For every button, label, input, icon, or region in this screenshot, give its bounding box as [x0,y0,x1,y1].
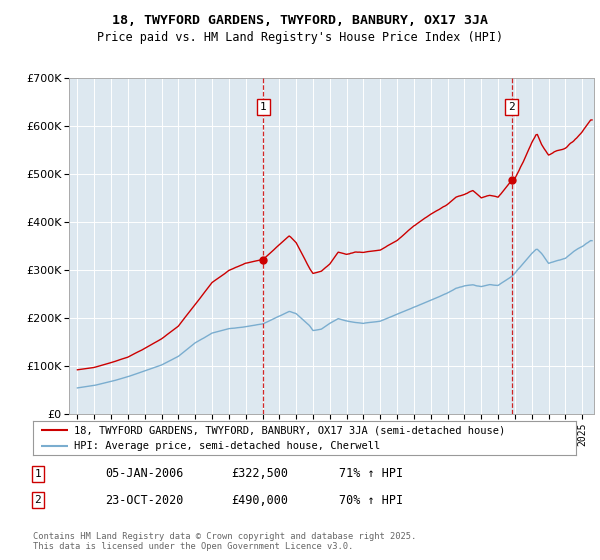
Text: 05-JAN-2006: 05-JAN-2006 [105,467,184,480]
Text: 18, TWYFORD GARDENS, TWYFORD, BANBURY, OX17 3JA: 18, TWYFORD GARDENS, TWYFORD, BANBURY, O… [112,14,488,27]
Text: Price paid vs. HM Land Registry's House Price Index (HPI): Price paid vs. HM Land Registry's House … [97,31,503,44]
Text: 70% ↑ HPI: 70% ↑ HPI [339,493,403,507]
Text: 2: 2 [34,495,41,505]
Text: £490,000: £490,000 [231,493,288,507]
Text: 18, TWYFORD GARDENS, TWYFORD, BANBURY, OX17 3JA (semi-detached house): 18, TWYFORD GARDENS, TWYFORD, BANBURY, O… [74,425,505,435]
Text: £322,500: £322,500 [231,467,288,480]
Text: HPI: Average price, semi-detached house, Cherwell: HPI: Average price, semi-detached house,… [74,441,380,451]
Text: Contains HM Land Registry data © Crown copyright and database right 2025.
This d: Contains HM Land Registry data © Crown c… [33,532,416,552]
Text: 71% ↑ HPI: 71% ↑ HPI [339,467,403,480]
Text: 2: 2 [508,102,515,112]
Text: 1: 1 [260,102,266,112]
Text: 1: 1 [34,469,41,479]
Text: 23-OCT-2020: 23-OCT-2020 [105,493,184,507]
